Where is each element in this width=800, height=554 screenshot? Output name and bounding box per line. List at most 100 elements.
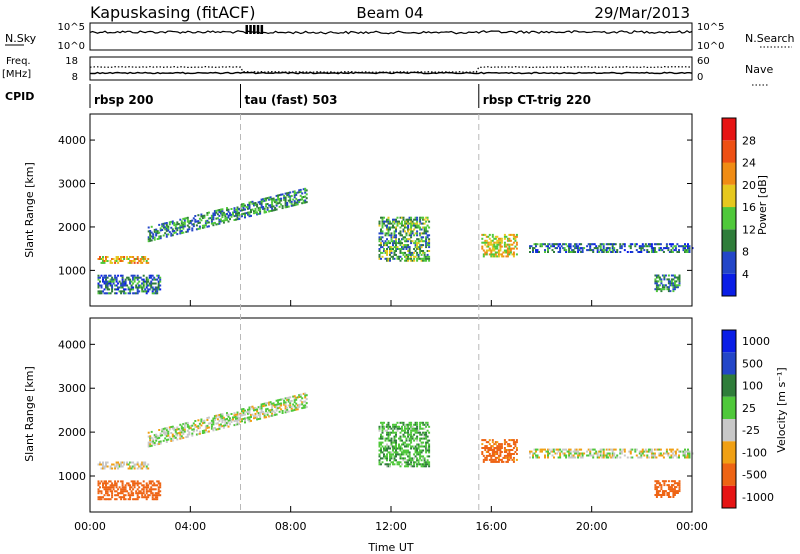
power-cell — [141, 256, 144, 258]
power-cell — [201, 226, 204, 229]
power-cell — [676, 284, 679, 287]
velocity-cell — [423, 431, 426, 434]
velocity-cell — [286, 406, 289, 409]
velocity-cell — [241, 418, 243, 421]
velocity-cell — [120, 490, 123, 493]
power-cell — [188, 222, 191, 225]
velocity-cell — [416, 421, 419, 424]
velocity-cell — [295, 406, 298, 409]
power-cell — [253, 210, 255, 213]
velocity-cell — [201, 420, 204, 423]
velocity-cell — [682, 450, 685, 453]
cpid-label: CPID — [5, 90, 34, 103]
power-cell — [254, 211, 257, 214]
velocity-cell — [589, 452, 592, 455]
power-cell — [393, 226, 396, 229]
power-cell — [414, 244, 417, 247]
velocity-cell — [595, 452, 598, 455]
velocity-cell — [398, 445, 400, 448]
power-cell — [268, 210, 271, 213]
power-cell — [678, 282, 681, 285]
power-cell — [678, 280, 681, 283]
velocity-cell — [684, 450, 686, 453]
power-cell — [493, 255, 496, 258]
velocity-cell — [404, 441, 406, 444]
power-cell — [674, 245, 677, 248]
velocity-cell — [145, 467, 148, 470]
power-cell — [554, 243, 557, 246]
velocity-cell — [257, 412, 260, 415]
velocity-cell — [260, 407, 263, 410]
power-cell — [159, 237, 162, 240]
power-cell — [129, 278, 132, 281]
power-cell — [496, 235, 499, 238]
velocity-cell — [111, 486, 114, 489]
power-cell — [652, 247, 655, 250]
velocity-cell — [278, 410, 281, 413]
colorbar-frame — [721, 329, 737, 509]
velocity-cell — [177, 428, 180, 431]
velocity-cell — [659, 448, 662, 451]
velocity-cell — [599, 450, 602, 453]
velocity-cell — [419, 427, 422, 430]
velocity-cell — [129, 494, 132, 497]
velocity-cell — [641, 452, 644, 455]
velocity-cell — [505, 451, 508, 453]
velocity-cell — [395, 441, 397, 444]
power-cell — [212, 216, 215, 219]
velocity-cell — [494, 453, 497, 455]
power-cell — [671, 243, 674, 246]
velocity-cell — [139, 492, 142, 495]
power-cell — [212, 212, 215, 215]
velocity-cell — [426, 455, 429, 458]
velocity-cell — [236, 417, 239, 420]
power-cell — [251, 202, 254, 205]
velocity-cell — [121, 486, 124, 489]
power-cell — [533, 247, 536, 250]
velocity-cell — [182, 436, 185, 439]
power-cell — [180, 230, 183, 232]
velocity-cell — [195, 429, 198, 432]
velocity-cell — [532, 452, 534, 455]
velocity-cell — [422, 463, 425, 466]
velocity-cell — [669, 496, 672, 498]
velocity-cell — [393, 451, 396, 454]
velocity-cell — [398, 447, 400, 450]
velocity-cell — [124, 498, 127, 501]
velocity-cell — [201, 430, 204, 432]
power-cell — [574, 243, 577, 246]
velocity-cell — [676, 484, 679, 487]
power-cell — [496, 245, 499, 248]
power-cell — [623, 245, 626, 248]
velocity-cell — [386, 431, 388, 434]
velocity-cell — [643, 450, 646, 453]
power-cell — [390, 246, 393, 249]
velocity-cell — [102, 461, 104, 464]
power-cbar-label: Power [dB] — [756, 175, 769, 235]
velocity-cell — [135, 492, 138, 495]
power-cell — [485, 251, 488, 254]
velocity-cell — [658, 490, 661, 493]
velocity-cell — [153, 484, 156, 487]
power-cell — [170, 232, 173, 235]
velocity-cell — [393, 427, 396, 430]
power-cell — [149, 230, 152, 232]
velocity-cell — [118, 463, 121, 466]
velocity-cell — [508, 451, 511, 453]
power-cell — [150, 284, 153, 287]
velocity-cell — [416, 465, 419, 468]
power-cell — [649, 245, 652, 248]
power-cell — [250, 209, 252, 211]
velocity-cell — [688, 452, 691, 455]
velocity-cell — [153, 494, 156, 497]
velocity-cell — [390, 457, 393, 460]
colorbar-tick-label: 100 — [742, 380, 763, 393]
velocity-cell — [236, 421, 239, 424]
velocity-cell — [229, 417, 231, 420]
power-cell — [428, 246, 431, 249]
velocity-cell — [265, 410, 268, 413]
velocity-cell — [423, 463, 426, 466]
velocity-cell — [281, 410, 284, 412]
power-cell — [384, 220, 387, 223]
power-cell — [411, 224, 414, 227]
